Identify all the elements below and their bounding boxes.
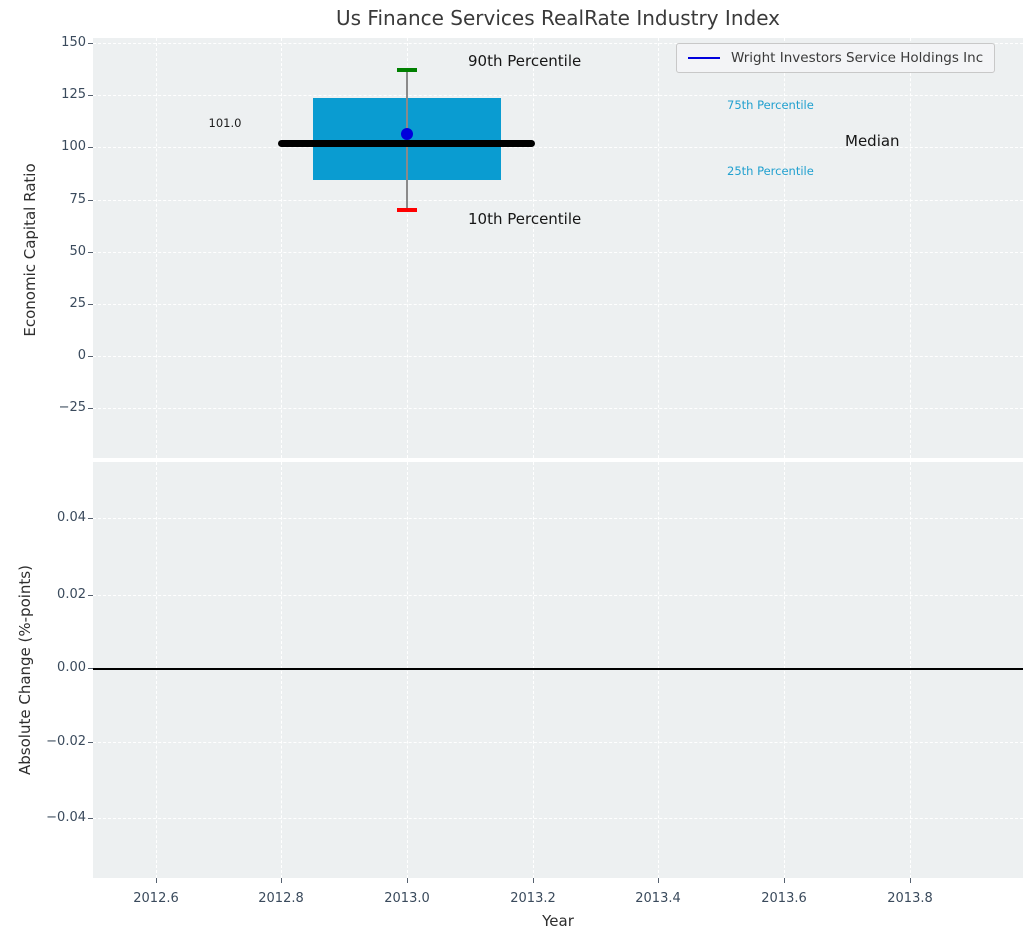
y-tick-label: −0.04 — [46, 810, 86, 825]
value-annotation: 101.0 — [208, 116, 242, 130]
y-tick-label: 50 — [69, 244, 86, 259]
legend-label: Wright Investors Service Holdings Inc — [731, 50, 984, 66]
legend: Wright Investors Service Holdings Inc — [676, 43, 996, 73]
tick-mark — [88, 518, 93, 519]
gridline-v — [156, 462, 157, 878]
tick-mark — [658, 878, 659, 883]
p75-label: 75th Percentile — [727, 98, 814, 112]
y-tick-label: 75 — [69, 192, 86, 207]
x-tick-label: 2013.6 — [761, 891, 807, 906]
tick-mark — [407, 878, 408, 883]
zero-reference-line — [93, 668, 1023, 670]
gridline-v — [281, 462, 282, 878]
p90-label: 90th Percentile — [468, 52, 582, 70]
x-tick-label: 2012.8 — [258, 891, 304, 906]
tick-mark — [88, 252, 93, 253]
x-axis-label: Year — [542, 912, 574, 930]
tick-mark — [88, 668, 93, 669]
gridline-h — [93, 147, 1023, 148]
tick-mark — [88, 95, 93, 96]
x-tick-label: 2012.6 — [133, 891, 179, 906]
bottom-plot-area — [88, 462, 1023, 883]
top-plot-area: 101.0 90th Percentile 10th Percentile 75… — [88, 38, 1023, 458]
tick-mark — [88, 356, 93, 357]
gridline-v — [533, 38, 534, 458]
gridline-h — [93, 304, 1023, 305]
tick-mark — [88, 147, 93, 148]
gridline-v — [784, 38, 785, 458]
gridline-h — [93, 95, 1023, 96]
gridline-v — [281, 38, 282, 458]
gridline-v — [407, 38, 408, 458]
tick-mark — [910, 878, 911, 883]
p10-label: 10th Percentile — [468, 210, 582, 228]
tick-mark — [88, 200, 93, 201]
tick-mark — [88, 818, 93, 819]
chart-title: Us Finance Services RealRate Industry In… — [336, 6, 780, 30]
top-y-axis-label: Economic Capital Ratio — [21, 163, 39, 337]
gridline-v — [658, 462, 659, 878]
gridline-v — [658, 38, 659, 458]
tick-mark — [88, 43, 93, 44]
tick-mark — [533, 878, 534, 883]
bottom-y-axis-label: Absolute Change (%-points) — [16, 565, 34, 775]
y-tick-label: 125 — [61, 87, 86, 102]
gridline-v — [533, 462, 534, 878]
y-tick-label: 0.00 — [57, 660, 86, 675]
gridline-h — [93, 356, 1023, 357]
x-tick-label: 2013.8 — [887, 891, 933, 906]
x-tick-label: 2013.2 — [510, 891, 556, 906]
tick-mark — [88, 304, 93, 305]
tick-mark — [784, 878, 785, 883]
y-tick-label: 0 — [77, 348, 86, 363]
company-marker — [401, 128, 413, 140]
x-tick-label: 2013.0 — [384, 891, 430, 906]
gridline-h — [93, 252, 1023, 253]
gridline-h — [93, 408, 1023, 409]
median-label: Median — [845, 132, 900, 150]
gridline-v — [910, 462, 911, 878]
gridline-h — [93, 200, 1023, 201]
y-tick-label: 0.02 — [57, 587, 86, 602]
y-tick-label: 25 — [69, 296, 86, 311]
p25-label: 25th Percentile — [727, 164, 814, 178]
gridline-h — [93, 43, 1023, 44]
gridline-h — [93, 518, 1023, 519]
y-tick-label: 150 — [61, 35, 86, 50]
gridline-v — [156, 38, 157, 458]
gridline-v — [407, 462, 408, 878]
gridline-v — [784, 462, 785, 878]
y-tick-label: 0.04 — [57, 510, 86, 525]
p10-cap — [397, 208, 417, 212]
tick-mark — [156, 878, 157, 883]
gridline-h — [93, 818, 1023, 819]
legend-line-sample — [688, 56, 720, 60]
y-tick-label: −0.02 — [46, 734, 86, 749]
tick-mark — [281, 878, 282, 883]
x-tick-label: 2013.4 — [635, 891, 681, 906]
gridline-h — [93, 742, 1023, 743]
tick-mark — [88, 408, 93, 409]
y-tick-label: −25 — [58, 400, 86, 415]
y-tick-label: 100 — [61, 139, 86, 154]
tick-mark — [88, 742, 93, 743]
median-line — [278, 139, 535, 147]
gridline-v — [910, 38, 911, 458]
tick-mark — [88, 595, 93, 596]
p90-cap — [397, 68, 417, 72]
gridline-h — [93, 595, 1023, 596]
